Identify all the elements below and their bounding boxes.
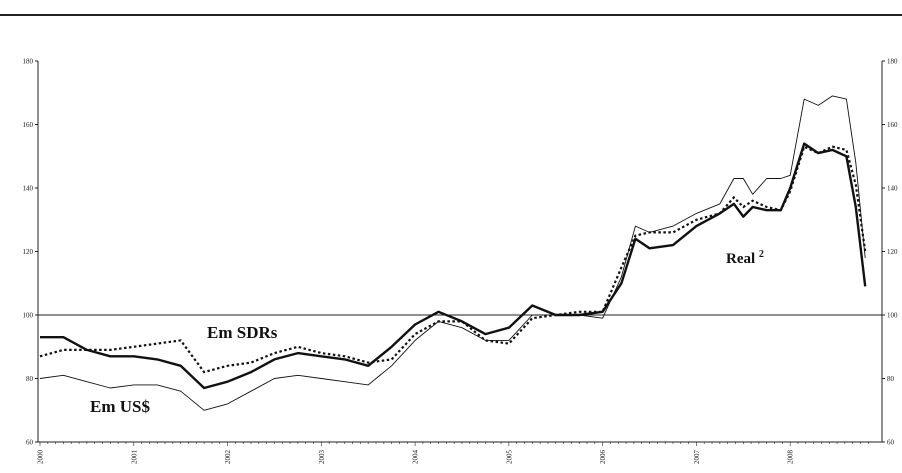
y-tick-label-left: 160 xyxy=(23,121,34,129)
y-tick-label-left: 120 xyxy=(23,248,34,256)
series-line-sdr xyxy=(40,142,867,390)
annotation-usd: Em US$ xyxy=(90,397,150,416)
x-tick-label: 2006 xyxy=(599,450,607,465)
x-tick-label: 2007 xyxy=(693,450,701,465)
series-group xyxy=(39,95,867,411)
x-tick-label: 2001 xyxy=(130,450,138,465)
y-tick-label-left: 100 xyxy=(23,312,34,320)
annotation-real: Real 2 xyxy=(726,249,764,267)
annotations-group: Em SDRs Em US$ Real 2 xyxy=(90,249,764,416)
y-tick-label-right: 80 xyxy=(887,375,895,383)
axes: 60 60 80 80 100 100 120 120 140 140 160 160 180 180 20… xyxy=(23,58,899,465)
y-tick-label-left: 60 xyxy=(26,439,34,447)
y-tick-label-left: 80 xyxy=(26,375,34,383)
y-tick-label-right: 180 xyxy=(887,58,898,66)
y-tick-label-right: 60 xyxy=(887,439,895,447)
annotation-superscript: 2 xyxy=(759,249,764,260)
y-tick-label-right: 100 xyxy=(887,312,898,320)
top-rule xyxy=(0,14,902,16)
x-tick-label: 2002 xyxy=(224,450,232,465)
y-tick-label-right: 120 xyxy=(887,248,898,256)
series-line-usd xyxy=(39,95,866,411)
y-tick-label-right: 160 xyxy=(887,121,898,129)
x-tick-label: 2005 xyxy=(505,450,513,465)
x-tick-label: 2003 xyxy=(318,450,326,465)
x-tick-label: 2008 xyxy=(787,450,795,465)
annotation-sdr: Em SDRs xyxy=(207,323,278,342)
x-tick-label: 2004 xyxy=(412,450,420,465)
x-tick-label: 2000 xyxy=(37,450,45,465)
y-tick-label-right: 140 xyxy=(887,185,898,193)
y-tick-label-left: 180 xyxy=(23,58,34,66)
y-tick-label-left: 140 xyxy=(23,185,34,193)
